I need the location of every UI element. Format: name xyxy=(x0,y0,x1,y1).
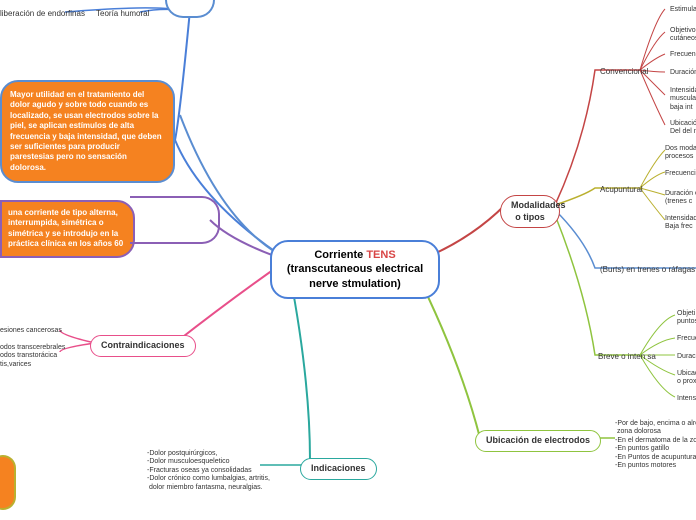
acu-1: Frecuenci xyxy=(665,170,696,178)
indicaciones-label: Indicaciones xyxy=(311,463,366,473)
contra-items: esiones cancerosas odos transcerebrales … xyxy=(0,327,65,369)
center-line1a: Corriente xyxy=(314,249,366,261)
conv-5: Ubicació Del del n xyxy=(670,120,696,137)
acu-0: Dos moda procesos xyxy=(665,145,696,162)
center-node[interactable]: Corriente TENS (transcutaneous electrica… xyxy=(270,240,440,299)
conv-1: Objetivo cutáneos xyxy=(670,27,696,44)
indicaciones-node[interactable]: Indicaciones xyxy=(300,458,377,480)
contraindicaciones-node[interactable]: Contraindicaciones xyxy=(90,335,196,357)
modalidades-label: Modalidades o tipos xyxy=(511,200,549,223)
burts-label: (Burts) en trenes o ráfagas xyxy=(600,265,695,275)
acupuntural-label: Acupuntural xyxy=(600,185,643,195)
endorfinas-text: liberación de endorfinas xyxy=(0,9,85,19)
bubble2-outer xyxy=(130,196,220,244)
ubicacion-label: Ubicación de electrodos xyxy=(486,435,590,445)
conv-0: Estimula xyxy=(670,6,696,14)
conv-4: Intensida muscula baja int xyxy=(670,87,696,112)
breve-label: Breve o inten sa xyxy=(598,352,656,362)
left-edge-bubble xyxy=(0,455,16,510)
breve-1: Frecue xyxy=(677,335,696,343)
acu-2: Duración c (trenes c xyxy=(665,190,696,207)
conv-2: Frecuenc xyxy=(670,51,696,59)
convencional-label: Convencional xyxy=(600,67,648,77)
modalidades-node[interactable]: Modalidades o tipos xyxy=(500,195,560,228)
indica-items: -Dolor postquirúrgicos, -Dolor musculoes… xyxy=(147,450,270,492)
empty-bubble-top xyxy=(165,0,215,18)
center-line3: nerve stmulation) xyxy=(309,278,401,290)
breve-0: Objeti puntos xyxy=(677,310,696,327)
acu-3: Intensidad Baja frec xyxy=(665,215,696,232)
bubble1-text: Mayor utilidad en el tratamiento del dol… xyxy=(10,90,162,172)
breve-2: Duraci xyxy=(677,353,696,361)
breve-4: Intensi xyxy=(677,395,696,403)
contraindicaciones-label: Contraindicaciones xyxy=(101,340,185,350)
center-line2: (transcutaneous electrical xyxy=(287,263,423,275)
ubicacion-items: -Por de bajo, encima o alrede zona dolor… xyxy=(615,420,696,470)
orange-bubble-1[interactable]: Mayor utilidad en el tratamiento del dol… xyxy=(0,80,175,183)
humoral-text: Teoría humoral xyxy=(96,9,149,19)
center-tens: TENS xyxy=(366,249,395,261)
conv-3: Duración xyxy=(670,69,696,77)
orange-bubble-2[interactable]: una corriente de tipo alterna, interrump… xyxy=(0,200,135,258)
breve-3: Ubicaci o proxi xyxy=(677,370,696,387)
bubble2-text: una corriente de tipo alterna, interrump… xyxy=(8,208,123,248)
ubicacion-node[interactable]: Ubicación de electrodos xyxy=(475,430,601,452)
